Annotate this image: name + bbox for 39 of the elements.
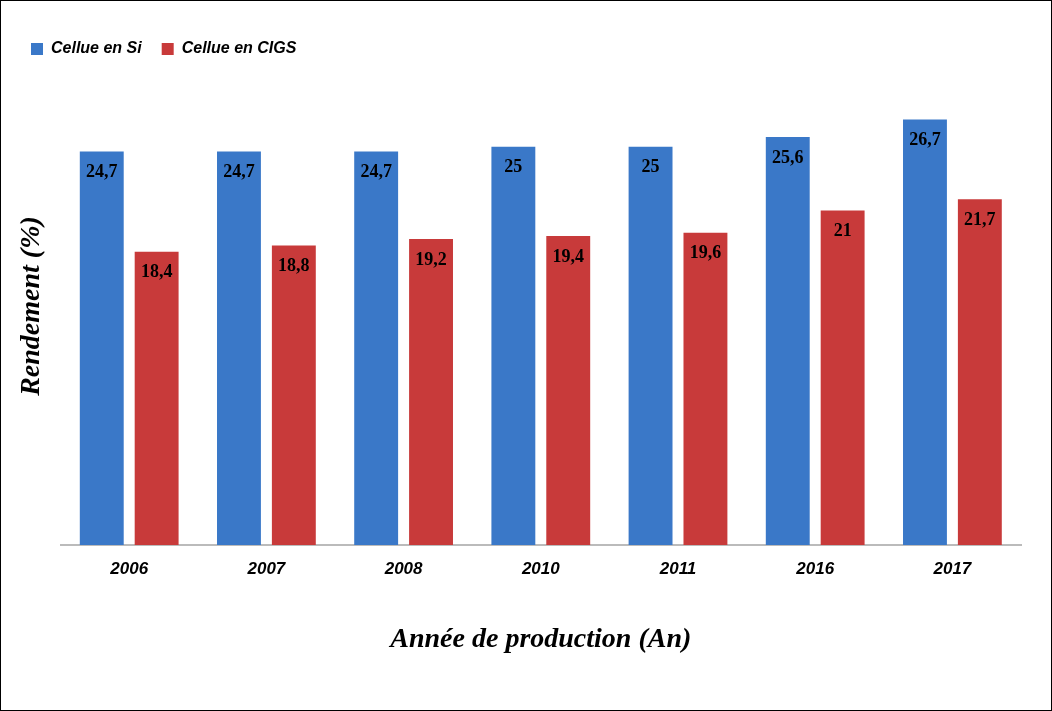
x-axis-title: Année de production (An)	[388, 622, 692, 654]
bar	[79, 151, 124, 545]
x-tick-label: 2008	[383, 558, 424, 578]
bar	[765, 137, 810, 545]
legend-label: Cellue en Si	[51, 39, 143, 57]
x-tick-label: 2011	[658, 558, 697, 578]
bar	[271, 245, 316, 545]
bar	[628, 146, 673, 545]
x-tick-label: 2017	[932, 558, 973, 578]
bar	[217, 151, 261, 545]
bar	[134, 251, 179, 545]
bar	[820, 210, 865, 545]
data-label: 21,7	[964, 208, 996, 229]
data-label: 24,7	[360, 161, 392, 182]
data-label: 24,7	[86, 161, 118, 182]
bar	[957, 199, 1002, 545]
y-axis-title: Rendement (%)	[14, 216, 46, 397]
data-label: 25,6	[772, 146, 804, 167]
x-tick-label: 2016	[795, 558, 835, 578]
data-label: 18,4	[140, 261, 173, 282]
legend-label: Cellue en CIGS	[181, 39, 297, 57]
bar	[409, 239, 453, 545]
data-label: 19,6	[689, 242, 722, 263]
data-label: 19,2	[415, 248, 447, 269]
bar	[903, 119, 947, 545]
data-label: 26,7	[909, 129, 941, 150]
data-label: 25	[504, 156, 523, 177]
bar	[354, 151, 399, 545]
data-label: 25	[641, 156, 660, 177]
data-label: 18,8	[278, 255, 310, 276]
x-tick-label: 2010	[520, 558, 561, 578]
bar	[683, 232, 728, 545]
bar	[491, 146, 536, 545]
data-label: 21	[833, 220, 852, 241]
x-tick-label: 2007	[246, 558, 287, 578]
data-label: 24,7	[223, 161, 255, 182]
x-tick-label: 2006	[109, 558, 149, 578]
data-label: 19,4	[552, 245, 584, 266]
bar	[546, 235, 591, 545]
